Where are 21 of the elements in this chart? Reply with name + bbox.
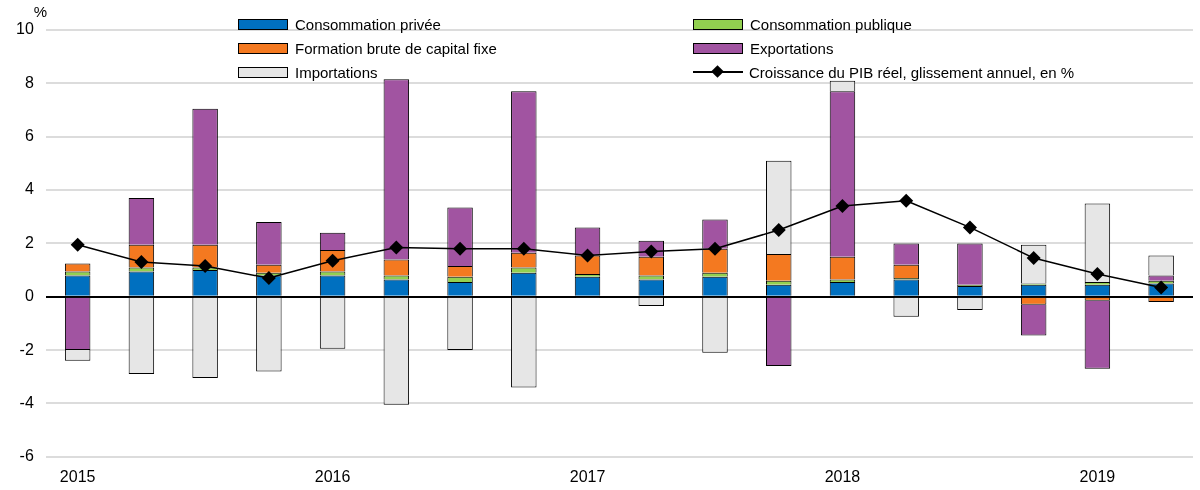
y-tick-label: -6 (19, 447, 34, 465)
legend-label: Importations (295, 63, 378, 81)
y-tick-label: 2 (24, 233, 34, 251)
y-tick-label: 6 (24, 127, 34, 145)
y-tick-label: -4 (19, 393, 34, 411)
legend-label: Exportations (750, 39, 834, 57)
y-axis-title: % (33, 2, 48, 20)
x-tick-label: 2016 (314, 467, 351, 485)
y-tick-label: -2 (19, 340, 34, 358)
legend-label: Formation brute de capital fixe (295, 39, 497, 57)
legend-label: Consommation publique (750, 15, 912, 33)
y-tick-label: 4 (24, 180, 34, 198)
y-tick-label: 8 (24, 73, 34, 91)
x-tick-label: 2015 (59, 467, 96, 485)
x-tick-label: 2017 (569, 467, 606, 485)
y-tick-label: 10 (16, 20, 34, 38)
x-tick-label: 2019 (1079, 467, 1116, 485)
x-tick-label: 2018 (824, 467, 861, 485)
legend-label: Croissance du PIB réel, glissement annuel, en % (749, 63, 1075, 81)
y-tick-label: 0 (24, 287, 34, 305)
legend-label: Consommation privée (295, 15, 441, 33)
